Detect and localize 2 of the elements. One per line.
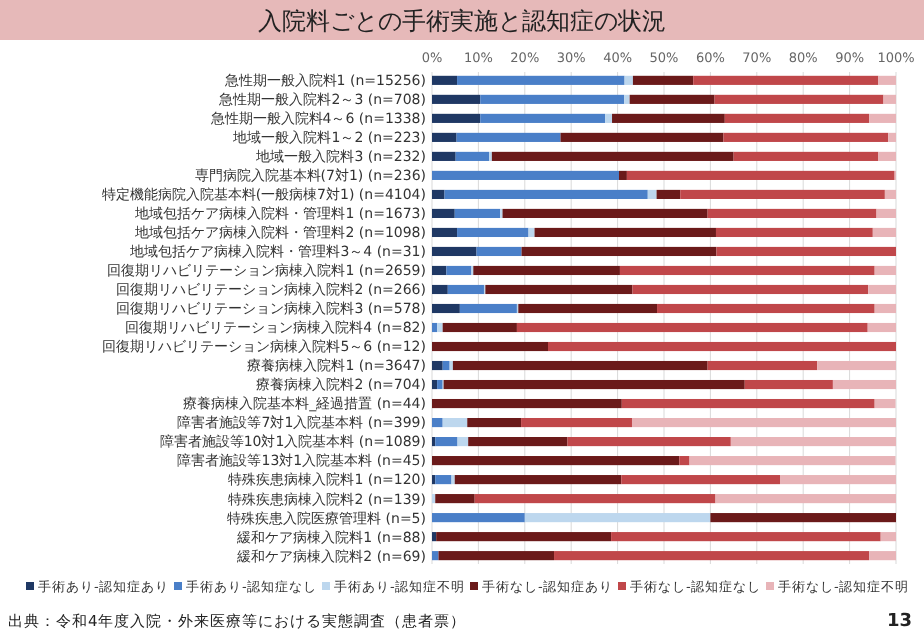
chart-title: 入院料ごとの手術実施と認知症の状況 [258, 7, 666, 35]
text: 13 [886, 612, 912, 632]
